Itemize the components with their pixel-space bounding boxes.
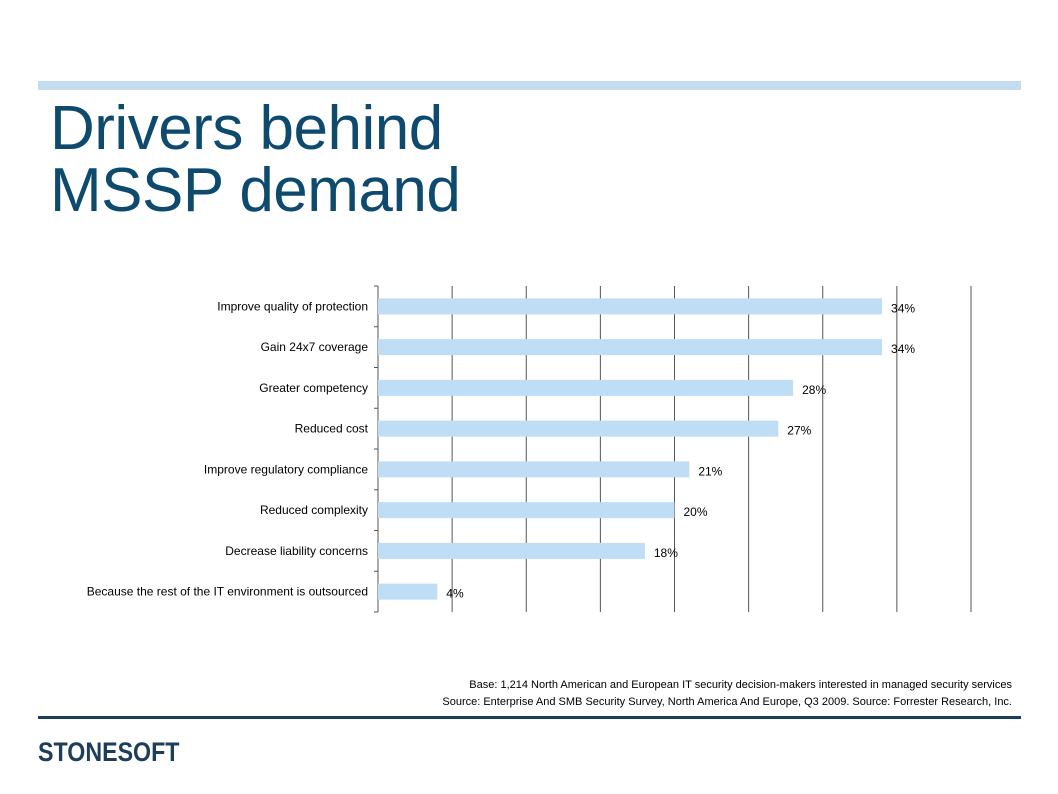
data-label: 34% bbox=[891, 301, 915, 315]
footnote-base: Base: 1,214 North American and European … bbox=[469, 679, 1012, 691]
bar bbox=[378, 461, 690, 478]
data-label: 4% bbox=[446, 587, 464, 601]
footer-rule bbox=[38, 716, 1021, 719]
title-line-2: MSSP demand bbox=[50, 156, 461, 225]
bar bbox=[378, 420, 779, 437]
data-label: 34% bbox=[891, 342, 915, 356]
data-label: 27% bbox=[787, 424, 811, 438]
bar bbox=[378, 502, 675, 519]
category-label: Decrease liability concerns bbox=[225, 544, 368, 558]
data-label: 18% bbox=[654, 546, 678, 560]
footnote: Base: 1,214 North American and European … bbox=[252, 677, 1012, 711]
data-label: 28% bbox=[802, 383, 826, 397]
slide-title: Drivers behind MSSP demand bbox=[50, 98, 750, 222]
category-label: Improve regulatory compliance bbox=[204, 462, 368, 476]
bar bbox=[378, 379, 794, 396]
category-label: Reduced complexity bbox=[260, 503, 368, 517]
category-label: Gain 24x7 coverage bbox=[261, 340, 369, 354]
bar bbox=[378, 339, 883, 356]
bar bbox=[378, 542, 645, 559]
category-label: Reduced cost bbox=[295, 422, 369, 436]
title-line-1: Drivers behind bbox=[50, 94, 443, 163]
title-accent-rule bbox=[38, 81, 1021, 90]
category-label: Greater competency bbox=[259, 381, 368, 395]
category-label: Because the rest of the IT environment i… bbox=[87, 585, 368, 599]
category-label: Improve quality of protection bbox=[217, 299, 368, 313]
bar bbox=[378, 298, 883, 315]
footnote-source: Source: Enterprise And SMB Security Surv… bbox=[442, 696, 1012, 708]
data-label: 21% bbox=[698, 464, 722, 478]
stonesoft-logo: STONESOFT bbox=[38, 737, 180, 767]
bar bbox=[378, 583, 438, 600]
data-label: 20% bbox=[684, 505, 708, 519]
